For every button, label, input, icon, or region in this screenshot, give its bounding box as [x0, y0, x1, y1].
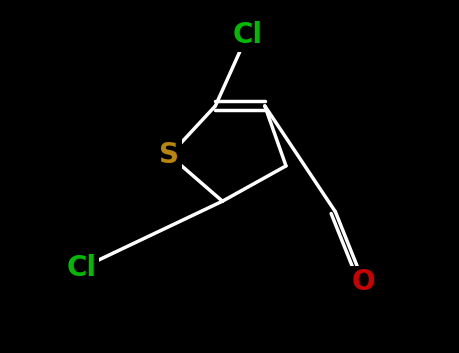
Text: Cl: Cl [232, 21, 262, 49]
Text: Cl: Cl [66, 254, 96, 282]
Text: S: S [159, 141, 179, 169]
Text: O: O [352, 268, 375, 297]
